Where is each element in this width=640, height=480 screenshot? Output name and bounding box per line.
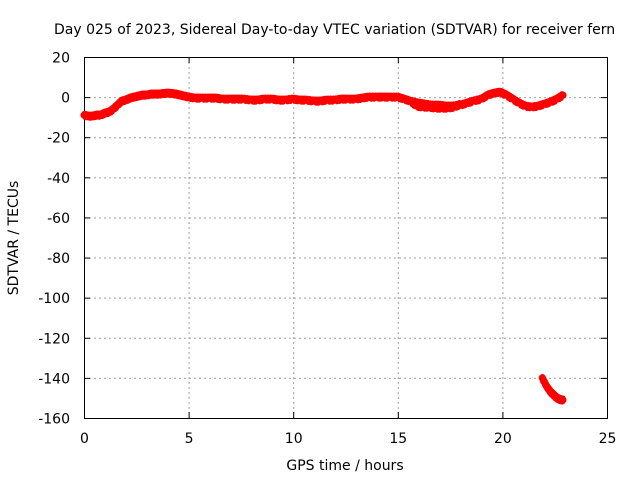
plot-frame bbox=[84, 57, 608, 419]
chart-title: Day 025 of 2023, Sidereal Day-to-day VTE… bbox=[54, 22, 615, 38]
x-tick-label: 5 bbox=[185, 431, 194, 447]
y-tick-label: -40 bbox=[47, 171, 70, 187]
y-tick-label: -140 bbox=[38, 371, 70, 387]
y-tick-label: -60 bbox=[47, 211, 70, 227]
data-point bbox=[457, 100, 465, 108]
y-tick-label: 20 bbox=[52, 51, 70, 67]
y-tick-label: -20 bbox=[47, 131, 70, 147]
y-axis-label: SDTVAR / TECUs bbox=[6, 181, 22, 296]
y-tick-label: -100 bbox=[38, 291, 70, 307]
y-tick-label: -120 bbox=[38, 331, 70, 347]
data-points bbox=[80, 87, 567, 405]
y-tick-label: -80 bbox=[47, 251, 70, 267]
data-point bbox=[559, 91, 567, 99]
x-tick-label: 15 bbox=[389, 431, 407, 447]
x-tick-labels: 0 5 10 15 20 25 bbox=[80, 431, 616, 447]
x-tick-label: 25 bbox=[599, 431, 617, 447]
x-tick-label: 10 bbox=[285, 431, 303, 447]
x-tick-label: 0 bbox=[80, 431, 89, 447]
y-tick-label: 0 bbox=[61, 91, 70, 107]
x-axis-label: GPS time / hours bbox=[286, 458, 403, 474]
x-tick-label: 20 bbox=[494, 431, 512, 447]
y-tick-labels: 20 0 -20 -40 -60 -80 -100 -120 -140 -160 bbox=[38, 51, 70, 428]
y-tick-label: -160 bbox=[38, 412, 70, 428]
axis-ticks bbox=[84, 57, 608, 419]
data-point bbox=[559, 396, 567, 404]
